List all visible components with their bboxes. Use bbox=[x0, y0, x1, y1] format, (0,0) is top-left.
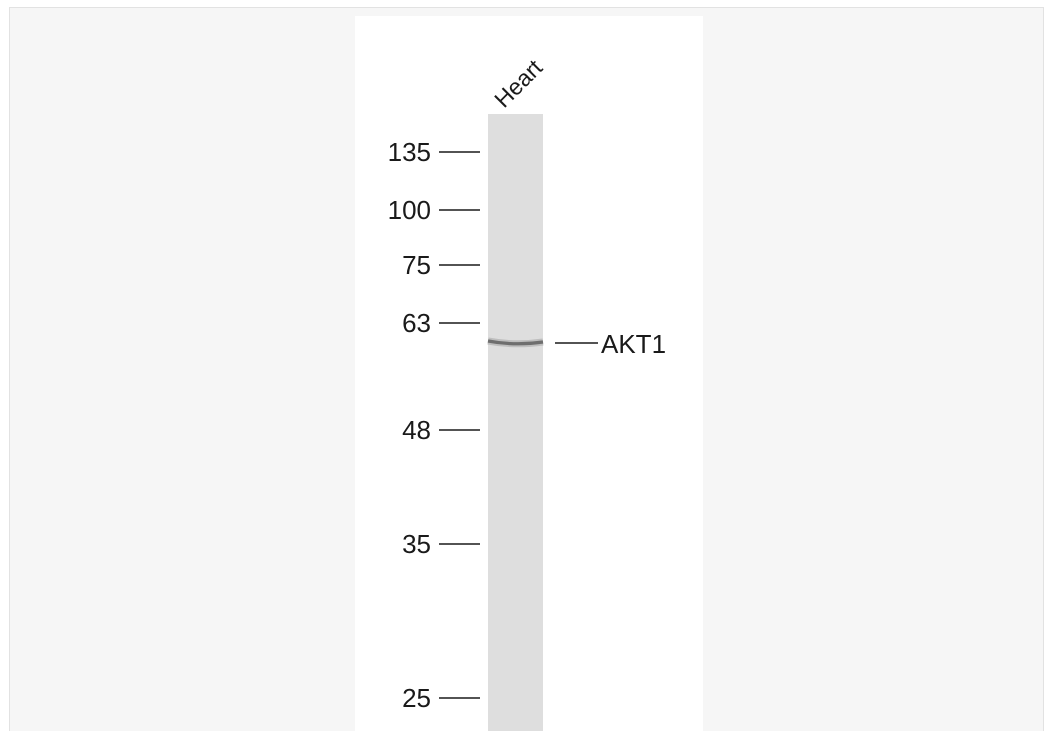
marker-48: 48 bbox=[402, 415, 480, 445]
western-blot-figure: Heart AKT1 135 100 75 63 48 35 bbox=[388, 54, 666, 731]
marker-label: 75 bbox=[402, 250, 431, 280]
marker-label: 135 bbox=[388, 137, 431, 167]
lane-label: Heart bbox=[489, 54, 548, 113]
marker-label: 25 bbox=[402, 683, 431, 713]
protein-band bbox=[487, 339, 544, 346]
western-blot-panel: Heart AKT1 135 100 75 63 48 35 bbox=[355, 16, 703, 731]
marker-75: 75 bbox=[402, 250, 480, 280]
marker-label: 63 bbox=[402, 308, 431, 338]
marker-label: 48 bbox=[402, 415, 431, 445]
marker-100: 100 bbox=[388, 195, 480, 225]
gel-lane bbox=[488, 114, 543, 731]
marker-label: 35 bbox=[402, 529, 431, 559]
marker-135: 135 bbox=[388, 137, 480, 167]
band-label: AKT1 bbox=[601, 329, 666, 359]
marker-35: 35 bbox=[402, 529, 480, 559]
marker-63: 63 bbox=[402, 308, 480, 338]
marker-label: 100 bbox=[388, 195, 431, 225]
marker-25: 25 bbox=[402, 683, 480, 713]
